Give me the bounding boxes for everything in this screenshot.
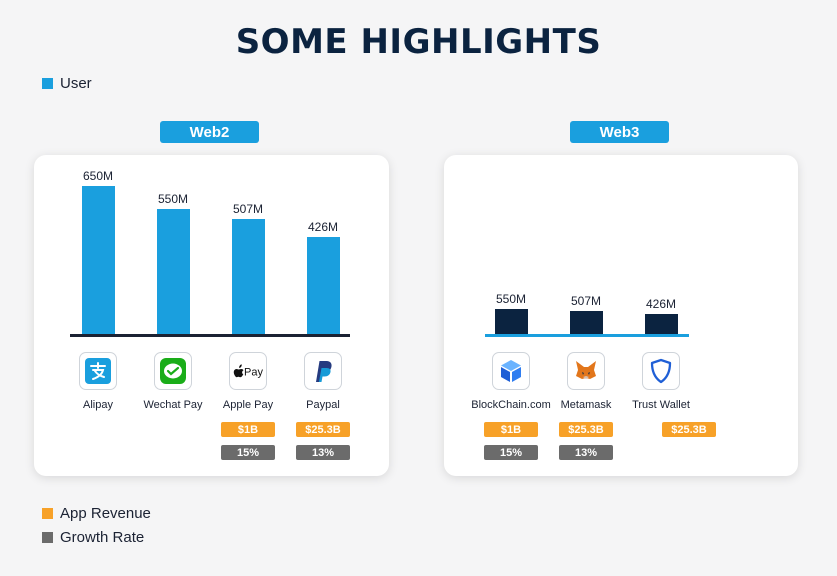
- app-revenue-badge: $25.3B: [296, 422, 350, 437]
- bar-alipay: [81, 186, 115, 334]
- blockchain-com-icon: [492, 352, 530, 390]
- web3-label: Web3: [570, 121, 669, 143]
- web2-panel: 650M Alipay 550M Wechat Pay 507M Pay Apple Pay…: [34, 155, 389, 476]
- bar-value-label: 426M: [645, 297, 677, 311]
- bar-value-label: 650M: [82, 169, 114, 183]
- bar-metamask: [569, 311, 603, 334]
- bar-trust-wallet: [644, 314, 678, 334]
- category-label: Paypal: [306, 399, 340, 411]
- growth-rate-badge: 15%: [484, 445, 538, 460]
- legend-user-swatch: [42, 78, 53, 89]
- bar-paypal: [306, 237, 340, 334]
- category-label: Metamask: [560, 399, 612, 411]
- metamask-icon: [567, 352, 605, 390]
- legend-growth-rate: Growth Rate: [42, 529, 144, 546]
- app-revenue-badge: $1B: [484, 422, 538, 437]
- app-revenue-badge: $25.3B: [662, 422, 716, 437]
- legend-growth-rate-label: Growth Rate: [60, 529, 145, 546]
- alipay-icon: [79, 352, 117, 390]
- chart-baseline: [70, 334, 350, 337]
- bar-value-label: 426M: [307, 220, 339, 234]
- chart-baseline: [485, 334, 689, 337]
- app-revenue-badge: $25.3B: [559, 422, 613, 437]
- legend-app-revenue: App Revenue: [42, 505, 151, 522]
- bar-apple-pay: [231, 219, 265, 334]
- category-label: Trust Wallet: [632, 399, 690, 411]
- growth-rate-badge: 13%: [296, 445, 350, 460]
- category-label: Wechat Pay: [143, 399, 203, 411]
- bar-value-label: 550M: [157, 192, 189, 206]
- web2-label: Web2: [160, 121, 259, 143]
- trust-wallet-icon: [642, 352, 680, 390]
- apple-pay-icon: Pay: [229, 352, 267, 390]
- category-label: Alipay: [83, 399, 113, 411]
- paypal-icon: [304, 352, 342, 390]
- legend-user: User: [42, 75, 92, 92]
- bar-blockchain-com: [494, 309, 528, 334]
- growth-rate-badge: 13%: [559, 445, 613, 460]
- web3-panel: 550M BlockChain.com $1B 15% 507M Metamask $25.…: [444, 155, 798, 476]
- legend-growth-rate-swatch: [42, 532, 53, 543]
- legend-app-revenue-label: App Revenue: [60, 505, 151, 522]
- bar-wechat-pay: [156, 209, 190, 334]
- legend-user-label: User: [60, 75, 92, 92]
- bar-value-label: 507M: [232, 202, 264, 216]
- growth-rate-badge: 15%: [221, 445, 275, 460]
- wechat-pay-icon: [154, 352, 192, 390]
- app-revenue-badge: $1B: [221, 422, 275, 437]
- bar-value-label: 507M: [570, 294, 602, 308]
- category-label: BlockChain.com: [471, 399, 551, 411]
- svg-text:Pay: Pay: [244, 367, 263, 379]
- legend-app-revenue-swatch: [42, 508, 53, 519]
- bar-value-label: 550M: [495, 292, 527, 306]
- category-label: Apple Pay: [222, 399, 274, 411]
- page-title: SOME HIGHLIGHTS: [235, 22, 602, 62]
